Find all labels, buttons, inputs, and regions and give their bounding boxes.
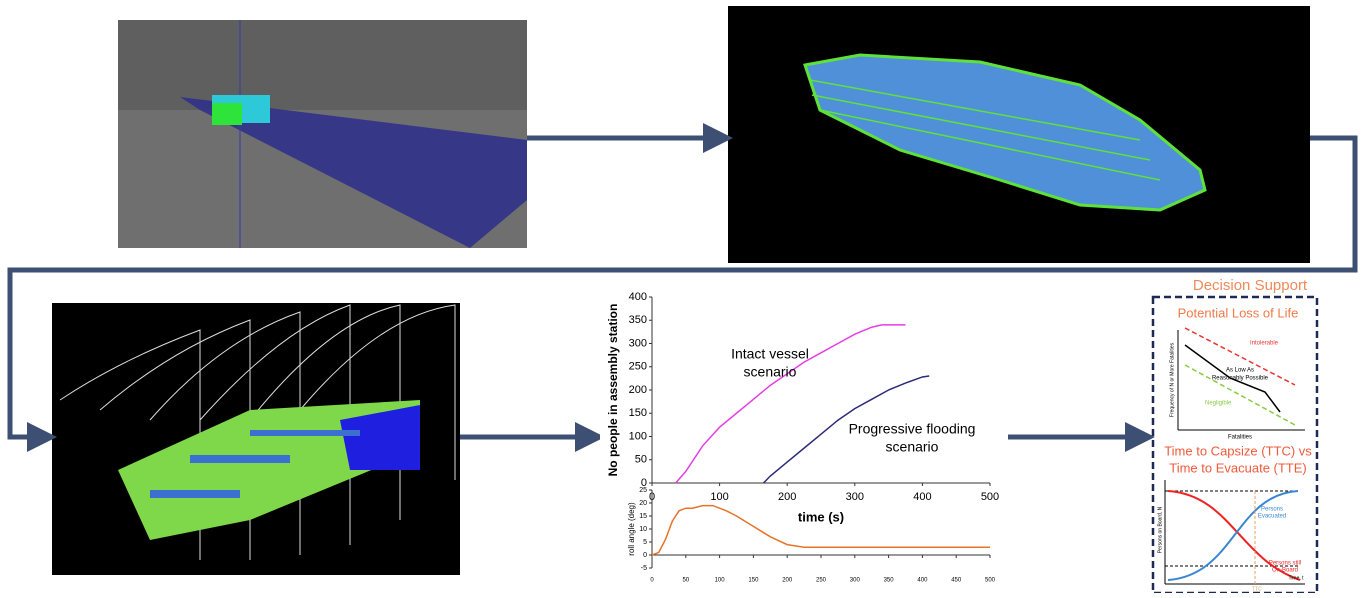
x-tick-label: 400 [913,491,931,503]
chart-background [600,290,1000,590]
ttc-label: TTC [1252,586,1262,592]
axis-label: Time, t [1288,575,1304,581]
y-tick-label: 50 [635,454,647,466]
annotation: Progressive flooding [849,421,976,437]
risk-title: Potential Loss of Life [1178,305,1299,320]
y-tick-label: 150 [629,407,647,419]
y-tick-label: 350 [629,314,647,326]
x-tick-label: 300 [846,491,864,503]
simulation-view-1 [118,20,527,248]
risk-label: Reasonably Possible [1212,376,1269,382]
x-tick-label: 50 [682,578,689,584]
y-tick-label: 25 [639,487,647,494]
y-axis-label: roll angle (deg) [627,502,636,556]
data-line [651,504,990,556]
x-tick-label: 150 [748,578,759,584]
ttc-label: On-Board [1272,568,1298,574]
x-tick-label: 500 [985,578,996,584]
ttc-label: Persons [1261,507,1283,513]
y-tick-label: 5 [643,539,647,546]
axis-label: Fatalities [1228,435,1252,441]
x-tick-label: 450 [951,578,962,584]
y-tick-label: 10 [639,526,647,533]
x-axis-label: time (s) [798,509,844,524]
y-tick-label: 300 [629,337,647,349]
risk-label: Intolerable [1250,341,1279,347]
annotation: scenario [744,364,797,380]
y-tick-label: 0 [641,477,647,489]
x-tick-label: 250 [816,578,827,584]
charts: 0501001502002503003504000100200300400500… [600,290,1000,590]
risk-label: Negligible [1205,401,1232,407]
ttc-label: Persons still [1269,561,1301,567]
y-axis-label: No people in assembly station [606,304,620,477]
y-tick-label: -5 [641,565,647,572]
ttc-title: Time to Capsize (TTC) vs [1164,443,1312,458]
y-tick-label: 20 [639,500,647,507]
annotation: scenario [886,439,939,455]
ship-deck-model [52,303,460,575]
x-tick-label: 100 [715,578,726,584]
y-tick-label: 400 [629,291,647,303]
x-tick-label: 350 [884,578,895,584]
x-tick-label: 300 [850,578,861,584]
y-tick-label: 0 [643,552,647,559]
data-line [675,324,906,484]
y-tick-label: 250 [629,361,647,373]
data-line [763,375,930,484]
ds-title: Decision Support [1193,277,1308,294]
flow-arrows [7,123,1358,452]
ttc-label: Evacuated [1258,514,1286,520]
axis-label: Frequency of N or More Fatalities [1169,342,1175,417]
x-tick-label: 100 [710,491,728,503]
x-tick-label: 200 [782,578,793,584]
y-tick-label: 200 [629,384,647,396]
x-tick-label: 500 [981,491,999,503]
ship-model [728,6,1310,263]
axis-label: Persons on Board, N [1157,506,1163,553]
ttc-title: Time to Evacuate (TTE) [1169,460,1307,475]
risk-label: As Low As [1226,368,1254,374]
x-tick-label: 200 [778,491,796,503]
annotation: Intact vessel [731,346,809,362]
decision-support: Decision Support Potential Loss of Life … [1151,277,1319,595]
y-tick-label: 100 [629,430,647,442]
x-tick-label: 400 [917,578,928,584]
y-tick-label: 15 [639,513,647,520]
x-tick-label: 0 [650,578,654,584]
